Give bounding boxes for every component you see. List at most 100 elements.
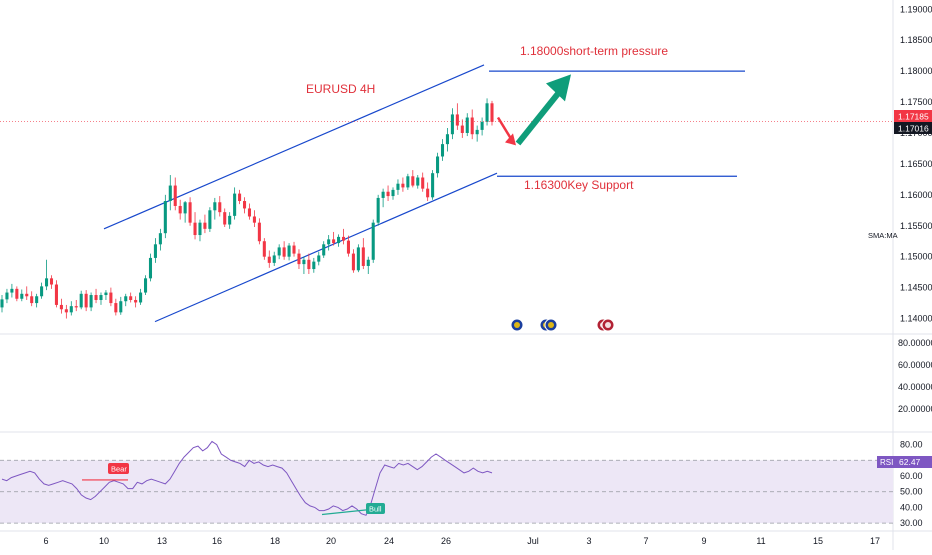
candle-body (59, 304, 63, 310)
candle-body (203, 222, 207, 229)
candle-body (416, 177, 420, 186)
candle-body (356, 247, 360, 271)
time-tick-label: 3 (586, 536, 591, 546)
candle-body (124, 296, 128, 302)
candle-body (213, 202, 217, 211)
bear-divergence-label: Bear (111, 465, 127, 474)
candle-body (361, 247, 365, 266)
bull-divergence-label: Bull (369, 505, 382, 514)
candle-body (193, 222, 197, 236)
candle-body (223, 212, 227, 225)
rsi-name-badge (877, 456, 894, 468)
candle-body (292, 245, 296, 254)
time-tick-label: 15 (813, 536, 823, 546)
candle-body (54, 284, 58, 305)
candle-body (104, 292, 108, 296)
candle-body (381, 191, 385, 198)
candle-body (262, 241, 266, 257)
candle-body (272, 255, 276, 263)
candle-body (287, 245, 291, 257)
candle-body (208, 210, 212, 229)
chart-title: EURUSD 4H (306, 82, 375, 96)
candle-body (302, 259, 306, 265)
candle-body (94, 295, 98, 300)
candle-body (371, 222, 375, 260)
candle-body (163, 201, 167, 234)
time-tick-label: 6 (43, 536, 48, 546)
price-tick-label: 1.15000 (900, 252, 932, 262)
candle-body (134, 299, 138, 303)
down-arrow-head (505, 133, 516, 146)
candle-body (84, 293, 88, 308)
us-flag-icon-center (605, 322, 611, 328)
candle-body (148, 257, 153, 279)
rsi-name-text: RSI (880, 458, 893, 467)
up-arrow-head (546, 74, 571, 102)
volume-tick-label: 80.00000 (898, 338, 932, 348)
time-tick-label: 26 (441, 536, 451, 546)
volume-tick-label: 60.00000 (898, 360, 932, 370)
rsi-value-badge (894, 456, 932, 468)
candle-body (158, 233, 162, 245)
support-label: 1.16300Key Support (524, 178, 634, 192)
down-arrow-shaft (496, 116, 514, 142)
candle-body (69, 306, 73, 313)
candle-body (376, 197, 380, 223)
time-tick-label: Jul (527, 536, 539, 546)
channel-lower-line (154, 172, 498, 323)
candle-body (129, 296, 133, 300)
candle-body (49, 278, 54, 285)
price-tick-label: 1.16000 (900, 190, 932, 200)
price-tick-label: 1.19000 (900, 4, 932, 14)
ma-price-text: 1.17016 (898, 124, 929, 134)
candle-body (20, 293, 24, 299)
candle-body (119, 301, 123, 313)
volume-tick-label: 40.00000 (898, 382, 932, 392)
candle-body (346, 240, 350, 254)
candle-body (470, 117, 474, 135)
rsi-tick-label: 50.00 (900, 487, 923, 497)
candle-body (25, 293, 29, 297)
price-tick-label: 1.18000 (900, 66, 932, 76)
candle-body (35, 296, 39, 304)
candle-body (450, 114, 454, 135)
candle-body (391, 189, 395, 197)
candle-body (233, 193, 237, 216)
last-price-badge (894, 110, 932, 122)
candle-body (45, 278, 49, 287)
candle-body (445, 134, 449, 145)
ma-label: SMA:MA (868, 231, 898, 240)
candle-body (411, 176, 415, 186)
candle-body (168, 185, 172, 202)
candle-body (277, 247, 281, 256)
time-tick-label: 16 (212, 536, 222, 546)
time-tick-label: 18 (270, 536, 280, 546)
candle-body (144, 278, 148, 293)
candle-body (455, 114, 459, 126)
candle-body (0, 299, 4, 308)
price-tick-label: 1.18500 (900, 35, 932, 45)
candle-body (317, 255, 321, 262)
rsi-tick-label: 80.00 (900, 440, 923, 450)
candle-body (242, 201, 247, 209)
candle-body (99, 295, 103, 300)
candle-body (139, 292, 143, 303)
candle-body (198, 222, 202, 236)
ma-price-badge (894, 122, 932, 134)
candle-body (351, 253, 355, 271)
candle-body (297, 253, 301, 265)
candle-body (396, 183, 400, 190)
rsi-tick-label: 30.00 (900, 518, 923, 528)
candle-body (228, 215, 232, 225)
candle-body (267, 256, 271, 263)
candle-body (173, 185, 177, 206)
candle-body (40, 286, 44, 297)
candle-body (366, 259, 370, 266)
candle-body (337, 236, 341, 244)
candle-body (153, 244, 157, 258)
candle-body (485, 103, 489, 122)
candle-body (74, 306, 78, 308)
candle-body (30, 296, 34, 304)
candle-body (332, 239, 336, 244)
candle-body (178, 205, 182, 214)
